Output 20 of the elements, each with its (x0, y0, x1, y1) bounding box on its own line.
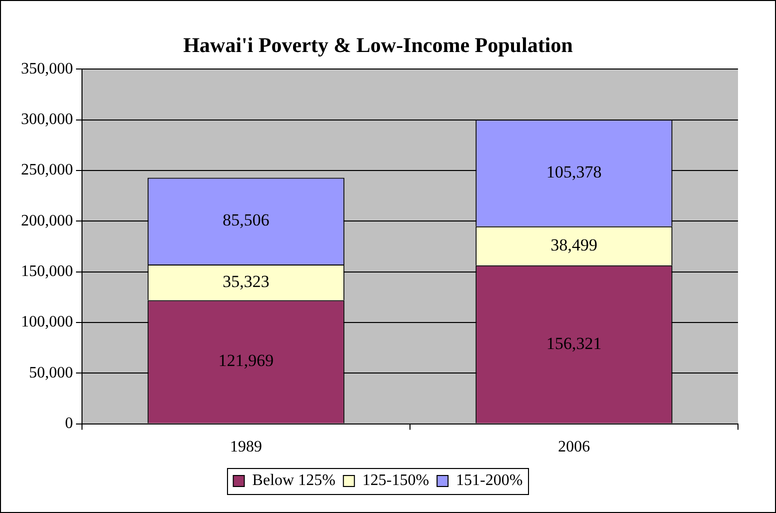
data-label: 121,969 (218, 351, 274, 370)
legend-label: 151-200% (456, 472, 523, 490)
y-tick-label: 50,000 (29, 364, 73, 382)
legend-label: Below 125% (252, 472, 336, 490)
y-tick-label: 150,000 (21, 263, 73, 280)
legend-label: 125-150% (362, 472, 430, 490)
data-label: 105,378 (546, 162, 602, 182)
y-tick-label: 300,000 (21, 111, 73, 128)
y-tick-label: 250,000 (21, 162, 73, 179)
x-tick-label: 2006 (558, 438, 590, 456)
y-tick-label: 0 (65, 415, 73, 432)
data-label: 156,321 (546, 334, 602, 353)
y-tick-label: 350,000 (21, 60, 73, 78)
chart-title: Hawai'i Poverty & Low-Income Population (183, 33, 574, 58)
y-tick-label: 100,000 (21, 314, 73, 331)
y-tick-label: 200,000 (21, 212, 73, 230)
data-label: 85,506 (222, 210, 270, 230)
data-label: 38,499 (550, 235, 598, 254)
data-label: 35,323 (222, 272, 270, 291)
x-tick-label: 1989 (230, 438, 262, 456)
